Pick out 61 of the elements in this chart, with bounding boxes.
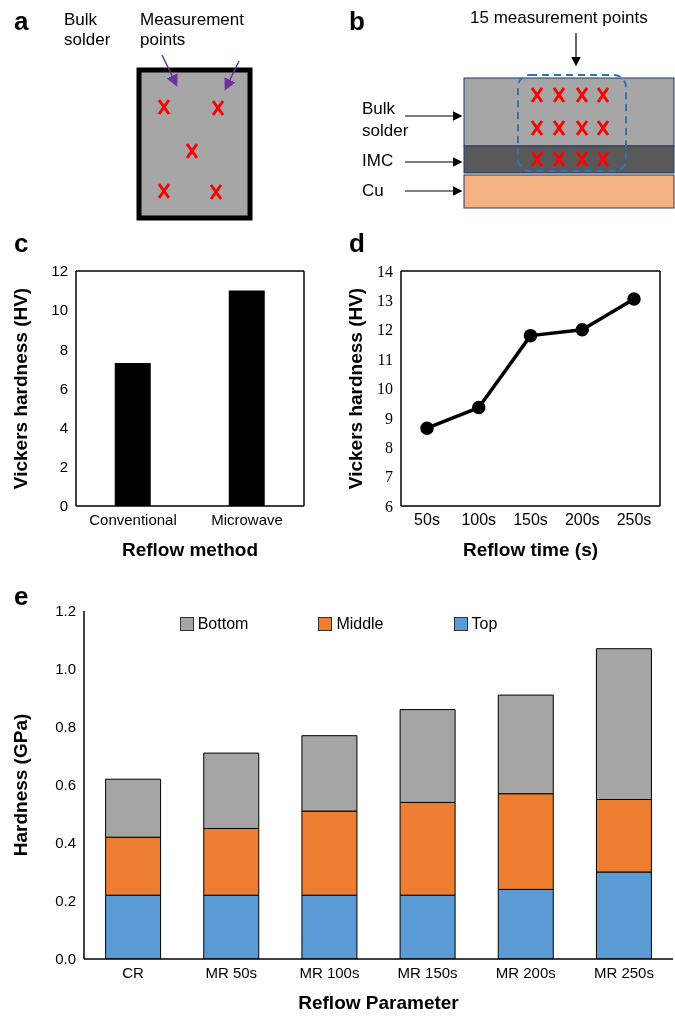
chart-title: c — [14, 228, 29, 259]
x-tick-label: MR 250s — [593, 963, 654, 981]
y-axis-title: Vickers hardness (HV) — [344, 287, 366, 490]
y-axis-title: Hardness (GPa) — [9, 713, 31, 857]
x-tick-label: 250s — [616, 511, 652, 529]
point — [575, 323, 589, 337]
y-tick-label: 1.2 — [55, 602, 76, 620]
y-tick-label: 0.0 — [55, 950, 76, 968]
y-tick-label: 9 — [385, 409, 393, 427]
text: b — [349, 6, 365, 37]
legend-label: Middle — [335, 615, 384, 633]
x-tick-label: MR 50s — [205, 963, 258, 981]
x-tick-label: MR 150s — [397, 963, 458, 981]
y-tick-label: 10 — [377, 380, 393, 398]
y-tick-label: 12 — [377, 321, 393, 339]
y-tick-label: 6 — [385, 497, 393, 515]
point — [420, 421, 434, 435]
y-tick-label: 8 — [385, 438, 393, 456]
y-tick-label: 0.4 — [55, 834, 76, 852]
x-tick-label: CR — [122, 963, 145, 981]
x-axis-title: Reflow Parameter — [298, 992, 460, 1013]
y-tick-label: 0 — [59, 497, 68, 515]
y-tick-label: 11 — [377, 350, 393, 368]
y-tick-label: 14 — [377, 262, 393, 280]
x-tick-label: MR 100s — [299, 963, 360, 981]
y-tick-label: 1.0 — [55, 660, 76, 678]
text: IMC — [362, 151, 394, 171]
text: 15 measurement points — [470, 8, 648, 28]
point — [627, 292, 641, 306]
point — [523, 328, 538, 343]
x-axis-title: Reflow method — [121, 539, 259, 560]
y-tick-label: 8 — [59, 340, 68, 358]
chart-title: d — [349, 228, 365, 259]
y-tick-label: 12 — [51, 262, 68, 280]
x-tick-label: 150s — [513, 511, 548, 529]
y-tick-label: 13 — [377, 292, 393, 310]
chart-title: e — [14, 581, 29, 612]
text: Cu — [362, 181, 384, 201]
x-tick-label: MR 200s — [495, 963, 556, 981]
y-tick-label: 2 — [59, 458, 68, 476]
legend-label: Bottom — [196, 615, 249, 633]
text: a — [14, 6, 29, 37]
text: Bulk solder — [362, 98, 410, 142]
y-tick-label: 0.6 — [55, 776, 76, 794]
x-tick-label: 100s — [461, 511, 497, 529]
x-tick-label: Microwave — [211, 510, 283, 528]
x-tick-label: 200s — [564, 511, 600, 529]
legend-label: Top — [470, 615, 498, 633]
y-tick-label: 6 — [59, 379, 68, 397]
y-tick-label: 0.2 — [55, 892, 76, 910]
point — [472, 400, 486, 415]
y-tick-label: 4 — [59, 418, 68, 436]
text: Measurement points — [140, 10, 245, 50]
y-tick-label: 0.8 — [55, 718, 76, 736]
x-tick-label: Conventional — [89, 510, 177, 528]
y-tick-label: 10 — [51, 301, 68, 319]
y-tick-label: 7 — [385, 468, 393, 486]
x-axis-title: Reflow time (s) — [462, 539, 599, 560]
y-axis-title: Vickers hardness (HV) — [9, 287, 31, 490]
text: Bulk solder — [64, 10, 112, 50]
x-tick-label: 50s — [414, 511, 440, 529]
